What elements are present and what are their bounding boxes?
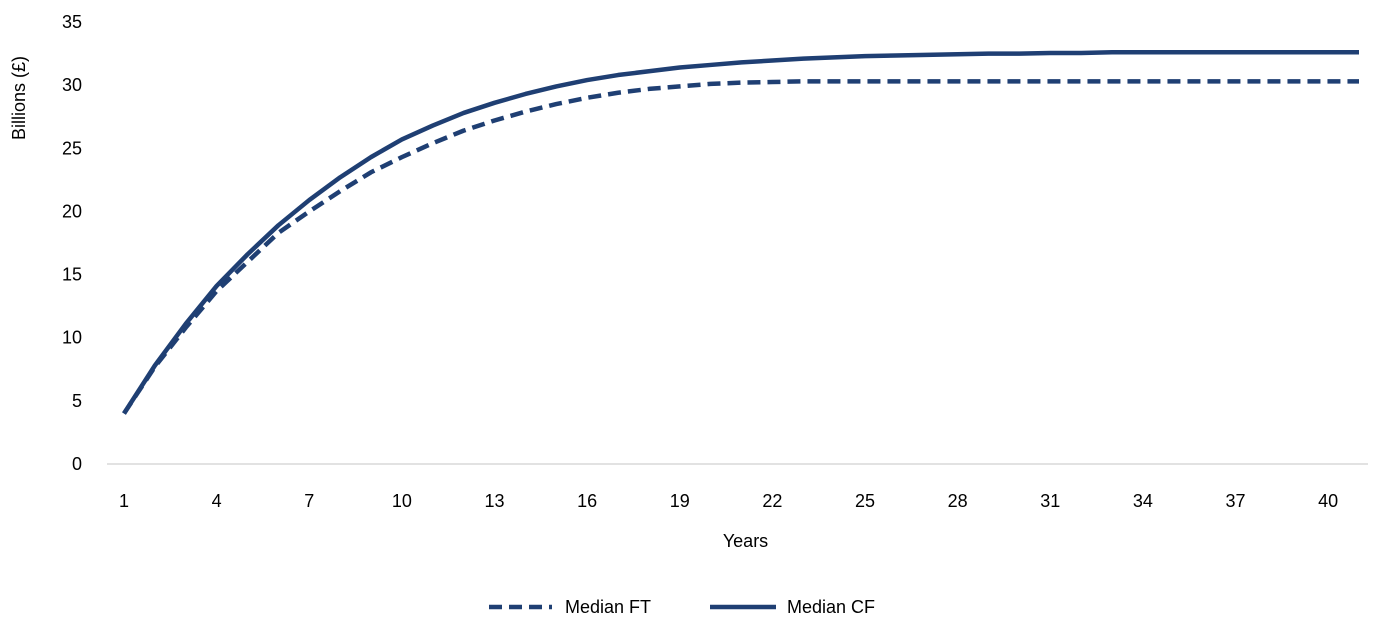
y-tick-label: 0 (72, 454, 82, 474)
legend-item: Median FT (489, 597, 651, 617)
series-line-median-ft (122, 79, 1359, 415)
x-tick-label: 25 (855, 491, 875, 511)
x-tick-label: 7 (304, 491, 314, 511)
y-tick-label: 20 (62, 201, 82, 221)
legend: Median FT Median CF (489, 597, 875, 617)
series-line-median-cf (122, 50, 1359, 415)
x-tick-label: 34 (1133, 491, 1153, 511)
x-tick-label: 1 (119, 491, 129, 511)
x-axis-title: Years (723, 531, 768, 551)
x-tick-label: 37 (1225, 491, 1245, 511)
y-tick-label: 30 (62, 75, 82, 95)
y-tick-label: 10 (62, 328, 82, 348)
x-tick-label: 10 (392, 491, 412, 511)
y-axis-title: Billions (£) (9, 56, 29, 140)
x-tick-label: 13 (484, 491, 504, 511)
legend-label: Median CF (787, 597, 875, 617)
y-tick-label: 35 (62, 12, 82, 32)
x-tick-label: 31 (1040, 491, 1060, 511)
x-tick-label: 28 (948, 491, 968, 511)
x-axis-ticks: 1 4 7 10 13 16 19 22 25 28 31 34 37 40 (119, 491, 1338, 511)
y-axis-ticks: 0 5 10 15 20 25 30 35 (62, 12, 82, 474)
series-lines (122, 50, 1359, 415)
x-tick-label: 40 (1318, 491, 1338, 511)
x-tick-label: 4 (212, 491, 222, 511)
x-tick-label: 19 (670, 491, 690, 511)
y-tick-label: 25 (62, 138, 82, 158)
legend-item: Median CF (710, 597, 875, 617)
y-tick-label: 15 (62, 265, 82, 285)
y-tick-label: 5 (72, 391, 82, 411)
x-tick-label: 22 (762, 491, 782, 511)
legend-label: Median FT (565, 597, 651, 617)
x-tick-label: 16 (577, 491, 597, 511)
